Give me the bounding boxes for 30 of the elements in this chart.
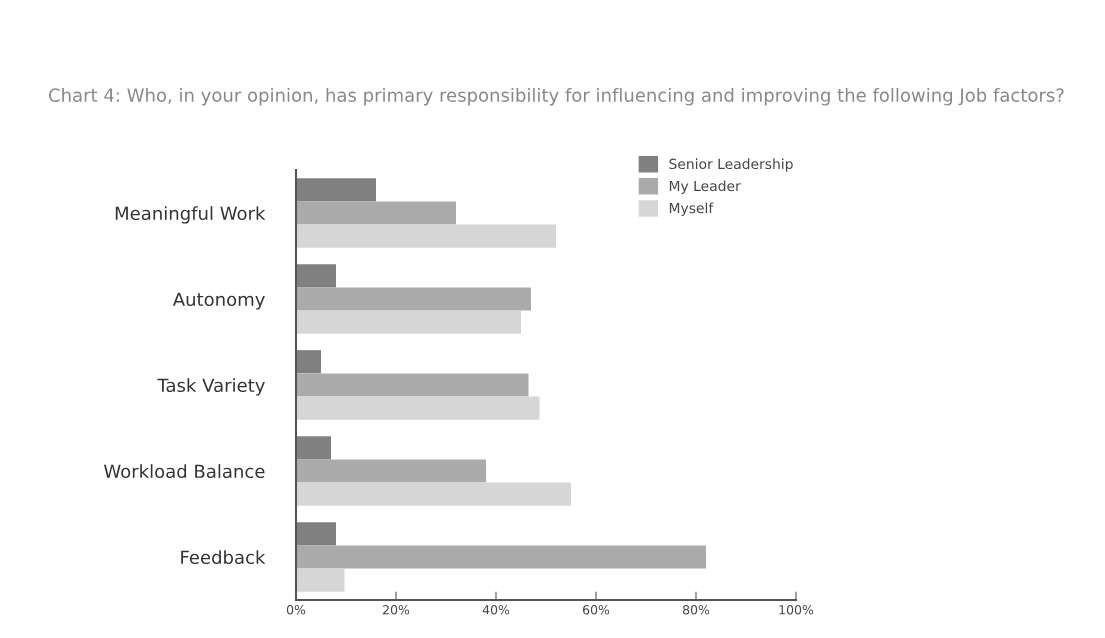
bar xyxy=(296,201,456,225)
bar xyxy=(296,287,531,311)
bar xyxy=(296,459,486,483)
bar xyxy=(296,436,331,460)
y-tick-label: Autonomy xyxy=(172,292,265,310)
x-tick-label: 80% xyxy=(682,605,710,615)
legend-label: Senior Leadership xyxy=(669,158,793,172)
y-tick-label: Workload Balance xyxy=(103,464,265,479)
chart-title: Chart 4: Who, in your opinion, has primary responsibility for influencing and improving the following Job factors? xyxy=(49,88,1064,106)
x-tick-label: 60% xyxy=(582,605,610,615)
bar xyxy=(296,545,706,569)
bar xyxy=(296,310,521,334)
x-tick-label: 40% xyxy=(482,605,510,615)
bar xyxy=(296,568,345,592)
bar xyxy=(296,350,321,374)
bar xyxy=(296,482,571,506)
bar xyxy=(296,373,529,397)
y-tick-label: Meaningful Work xyxy=(115,206,266,224)
x-tick-label: 0% xyxy=(286,605,306,615)
legend-label: Myself xyxy=(669,202,714,216)
bar xyxy=(296,396,540,420)
x-tick-label: 100% xyxy=(779,605,814,615)
bar xyxy=(296,522,336,546)
y-tick-label: Feedback xyxy=(181,550,266,565)
x-tick-label: 20% xyxy=(383,605,410,615)
bar xyxy=(296,264,336,288)
bar xyxy=(296,224,556,248)
bar xyxy=(296,178,376,202)
y-tick-label: Task Variety xyxy=(157,378,265,396)
legend-label: My Leader xyxy=(669,180,741,194)
